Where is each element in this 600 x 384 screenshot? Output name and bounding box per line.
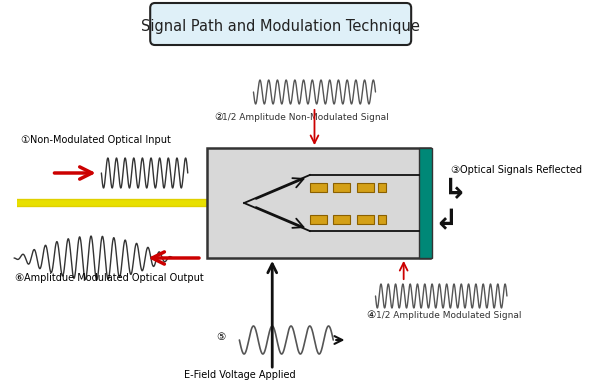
Text: Signal Path and Modulation Technique: Signal Path and Modulation Technique xyxy=(141,18,420,33)
Text: ①: ① xyxy=(20,135,30,145)
Text: ⑥: ⑥ xyxy=(14,273,23,283)
Text: 1/2 Amplitude Modulated Signal: 1/2 Amplitude Modulated Signal xyxy=(376,311,521,319)
Bar xyxy=(379,183,386,192)
Text: ③: ③ xyxy=(451,165,460,175)
Text: ④: ④ xyxy=(366,310,376,320)
Bar xyxy=(310,215,326,224)
Text: ⑤: ⑤ xyxy=(216,332,225,342)
Bar xyxy=(333,215,350,224)
Text: Optical Signals Reflected: Optical Signals Reflected xyxy=(460,165,582,175)
Text: E-Field Voltage Applied: E-Field Voltage Applied xyxy=(184,370,295,380)
Text: ↰: ↰ xyxy=(434,169,458,197)
Bar xyxy=(333,183,350,192)
Bar xyxy=(206,148,430,258)
FancyBboxPatch shape xyxy=(150,3,411,45)
Bar xyxy=(357,215,374,224)
Bar xyxy=(419,148,432,258)
Text: Non-Modulated Optical Input: Non-Modulated Optical Input xyxy=(30,135,171,145)
Bar xyxy=(357,183,374,192)
Text: 1/2 Amplitude Non-Modulated Signal: 1/2 Amplitude Non-Modulated Signal xyxy=(223,113,389,121)
Bar xyxy=(379,215,386,224)
Bar xyxy=(310,183,326,192)
Text: ↲: ↲ xyxy=(434,207,458,235)
Text: ②: ② xyxy=(214,112,223,122)
Text: Amplitdue Modulated Optical Output: Amplitdue Modulated Optical Output xyxy=(25,273,204,283)
